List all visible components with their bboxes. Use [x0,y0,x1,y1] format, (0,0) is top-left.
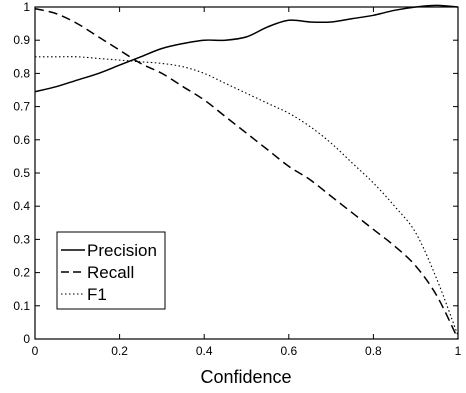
legend: Precision Recall F1 [56,231,166,310]
x-tick-label: 0.2 [111,344,128,358]
y-tick-label: 0.6 [13,133,30,147]
y-tick-label: 0.9 [13,33,30,47]
x-tick-label: 0.6 [280,344,297,358]
legend-box [56,231,166,310]
legend-label-recall: Recall [87,263,134,282]
x-tick-label: 0.8 [365,344,382,358]
series-layer [34,4,459,340]
y-tick-label: 0 [23,332,30,346]
series-line-precision [34,4,459,93]
x-tick-label: 0 [32,344,39,358]
y-tick-label: 0.3 [13,232,30,246]
y-tick-label: 0.8 [13,66,30,80]
x-axis-label: Confidence [200,367,291,387]
x-tick-label: 1 [455,344,462,358]
y-tick-label: 0.7 [13,100,30,114]
legend-label-precision: Precision [87,241,157,260]
series-line-recall [34,7,459,340]
legend-label-f1: F1 [87,285,107,304]
series-line-f1 [35,56,459,336]
y-tick-label: 0.1 [13,299,30,313]
y-tick-label: 0.2 [13,266,30,280]
ticks-layer: 0 0.2 0.4 0.6 0.8 1 0 0.1 0.2 0.3 0.4 0.5 0.6 0.7 0.8 0… [13,0,461,358]
y-tick-label: 1 [23,0,30,14]
y-tick-label: 0.4 [13,199,30,213]
x-tick-label: 0.4 [196,344,213,358]
y-tick-label: 0.5 [13,166,30,180]
